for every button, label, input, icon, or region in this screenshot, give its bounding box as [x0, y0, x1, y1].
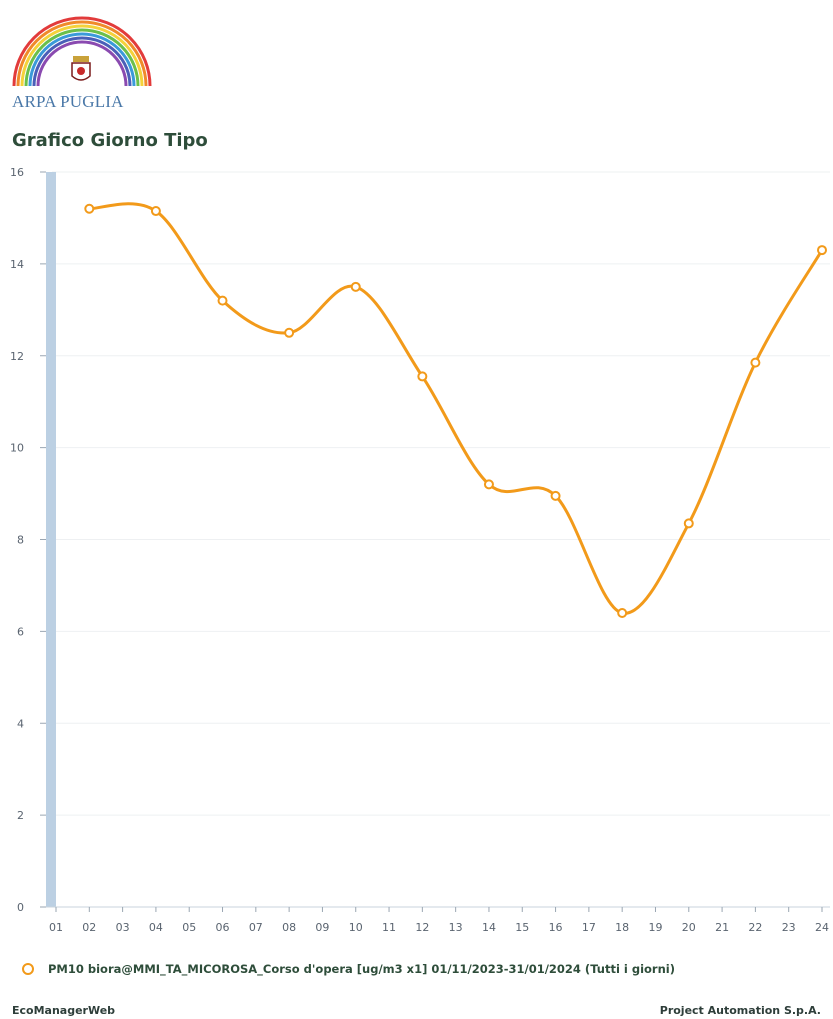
x-tick-label: 24 [815, 921, 829, 934]
x-tick-label: 02 [82, 921, 96, 934]
x-tick-label: 21 [715, 921, 729, 934]
data-point [350, 281, 361, 292]
x-tick-label: 18 [615, 921, 629, 934]
x-tick-label: 16 [549, 921, 563, 934]
data-point [550, 490, 561, 501]
legend-marker-icon [22, 963, 34, 975]
y-tick-label: 10 [10, 442, 24, 455]
data-point [750, 357, 761, 368]
page-title: Grafico Giorno Tipo [12, 130, 208, 151]
org-name: ARPA PUGLIA [12, 92, 124, 111]
y-tick-label: 16 [10, 166, 24, 179]
data-point [417, 371, 428, 382]
x-tick-label: 22 [748, 921, 762, 934]
y-tick-label: 0 [17, 901, 24, 914]
data-point [84, 203, 95, 214]
y-tick-label: 14 [10, 258, 24, 271]
x-tick-label: 13 [449, 921, 463, 934]
x-tick-label: 14 [482, 921, 496, 934]
x-tick-label: 07 [249, 921, 263, 934]
x-tick-label: 01 [49, 921, 63, 934]
x-tick-label: 20 [682, 921, 696, 934]
footer-app-name: EcoManagerWeb [12, 1004, 116, 1017]
x-tick-label: 05 [182, 921, 196, 934]
y-tick-label: 2 [17, 809, 24, 822]
x-tick-label: 15 [515, 921, 529, 934]
legend-label: PM10 biora@MMI_TA_MICOROSA_Corso d'opera… [48, 962, 675, 976]
data-point [284, 327, 295, 338]
series-line [89, 202, 824, 615]
y-tick-label: 4 [17, 717, 24, 730]
data-point [817, 245, 827, 256]
data-point [217, 295, 228, 306]
x-tick-label: 19 [648, 921, 662, 934]
data-point [683, 518, 694, 529]
x-tick-label: 10 [349, 921, 363, 934]
chart-legend[interactable]: PM10 biora@MMI_TA_MICOROSA_Corso d'opera… [22, 962, 675, 976]
x-tick-label: 12 [415, 921, 429, 934]
data-point [617, 608, 628, 618]
x-tick-label: 09 [315, 921, 329, 934]
x-tick-label: 04 [149, 921, 163, 934]
x-tick-label: 23 [782, 921, 796, 934]
arpa-puglia-logo [12, 16, 152, 87]
y-tick-label: 12 [10, 350, 24, 363]
x-tick-label: 08 [282, 921, 296, 934]
x-tick-label: 11 [382, 921, 396, 934]
x-tick-label: 03 [116, 921, 130, 934]
footer-company: Project Automation S.p.A. [659, 1004, 821, 1017]
x-tick-label: 17 [582, 921, 596, 934]
y-tick-label: 8 [17, 534, 24, 547]
x-tick-label: 06 [216, 921, 230, 934]
y-axis-bar [46, 172, 56, 907]
coat-of-arms-icon [71, 56, 91, 81]
data-point [150, 206, 161, 217]
y-tick-label: 6 [17, 625, 24, 638]
data-point [483, 479, 494, 490]
